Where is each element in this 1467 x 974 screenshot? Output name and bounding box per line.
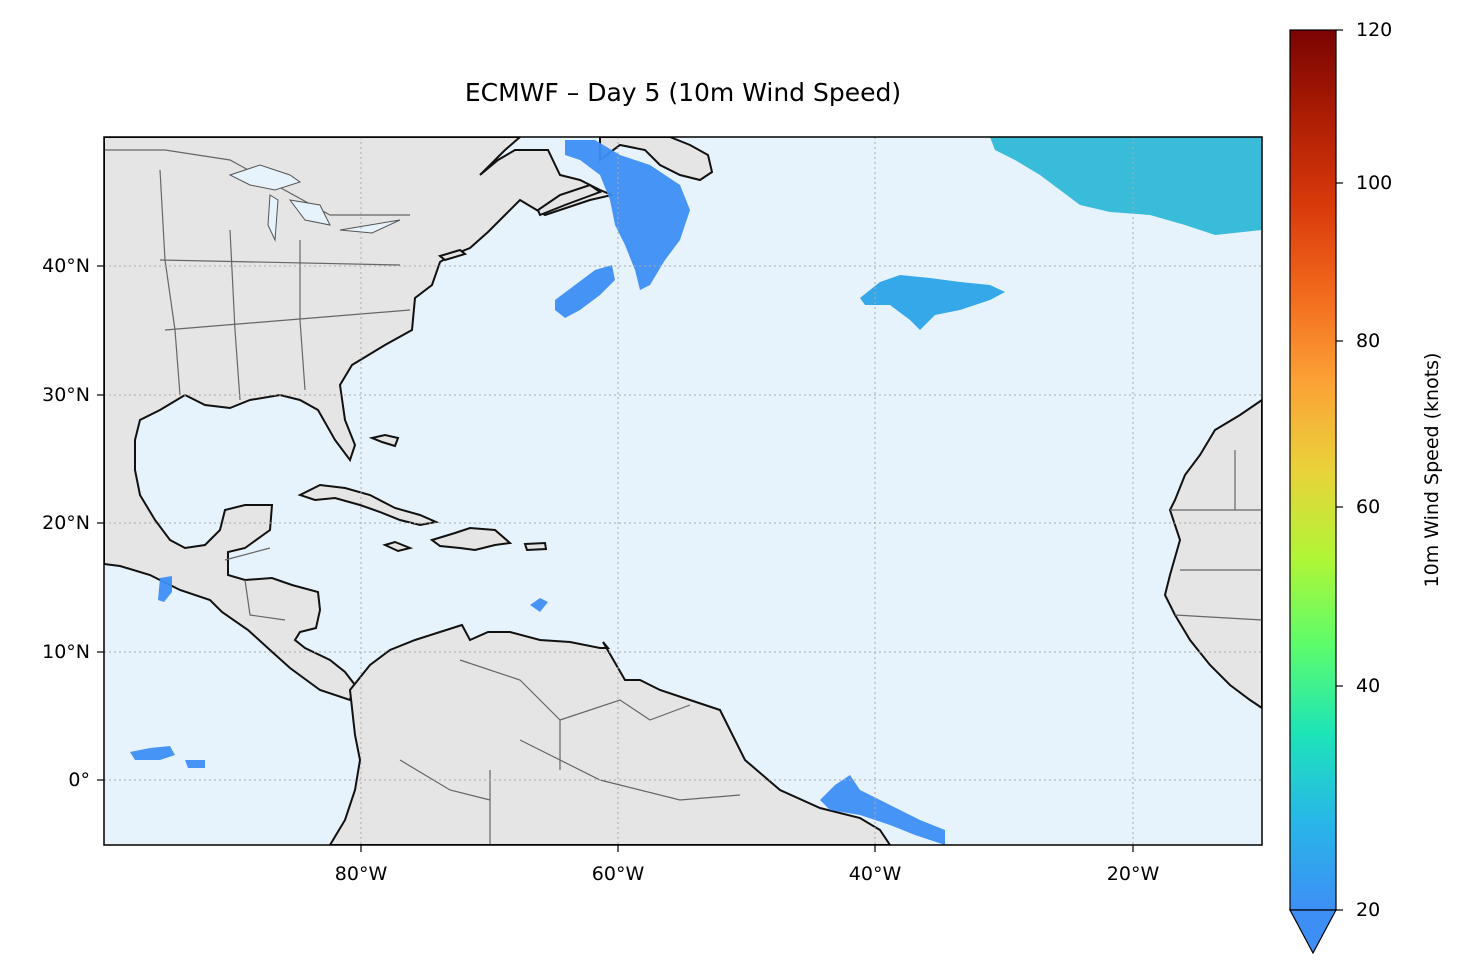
land-puerto-rico bbox=[523, 541, 548, 552]
colorbar bbox=[1289, 29, 1337, 911]
gridlines bbox=[104, 137, 1262, 845]
chart-title: ECMWF – Day 5 (10m Wind Speed) bbox=[464, 78, 902, 107]
land-south-america bbox=[328, 623, 892, 845]
lat-tick-label: 10°N bbox=[42, 641, 90, 663]
colorbar-tick-label: 80 bbox=[1356, 330, 1381, 352]
colorbar-tick-label: 100 bbox=[1356, 172, 1393, 194]
lon-tick-label: 40°W bbox=[848, 863, 902, 885]
wind-region-pacific bbox=[130, 746, 205, 768]
wind-region-honduras bbox=[158, 576, 172, 602]
colorbar-tick-label: 60 bbox=[1356, 496, 1381, 518]
colorbar-label: 10m Wind Speed (knots) bbox=[1421, 352, 1443, 588]
great-lakes bbox=[228, 164, 401, 242]
map-frame bbox=[103, 136, 1263, 846]
wind-region-central bbox=[860, 275, 1005, 330]
lat-tick-label: 20°N bbox=[42, 512, 90, 534]
land-hispaniola bbox=[429, 526, 513, 552]
land-cuba bbox=[297, 483, 440, 527]
colorbar-ticks bbox=[1336, 29, 1343, 911]
wind-field bbox=[130, 137, 1262, 845]
lon-tick-label: 80°W bbox=[334, 863, 388, 885]
land-north-america bbox=[104, 137, 616, 702]
colorbar-tick-label: 20 bbox=[1356, 899, 1381, 921]
axis-ticks bbox=[97, 265, 1134, 852]
wind-region-northeast bbox=[990, 137, 1262, 235]
colorbar-tick-label: 40 bbox=[1356, 675, 1381, 697]
lon-tick-label: 20°W bbox=[1106, 863, 1160, 885]
land-jamaica bbox=[382, 540, 414, 553]
lat-tick-label: 30°N bbox=[42, 384, 90, 406]
wind-region-offshore bbox=[555, 265, 615, 318]
wind-region-grand-banks bbox=[565, 140, 690, 290]
land-long-island bbox=[437, 248, 468, 262]
wind-region-near-windward bbox=[530, 598, 548, 612]
land-nova-scotia bbox=[536, 183, 603, 217]
land-bahamas bbox=[368, 433, 400, 448]
lat-tick-label: 40°N bbox=[42, 255, 90, 277]
land-africa bbox=[1163, 398, 1262, 710]
colorbar-tick-label: 120 bbox=[1356, 19, 1393, 41]
lon-tick-label: 60°W bbox=[591, 863, 645, 885]
land-newfoundland bbox=[599, 137, 714, 182]
wind-region-brazil bbox=[820, 775, 945, 845]
lat-tick-label: 0° bbox=[68, 769, 90, 791]
colorbar-extend-arrow bbox=[1288, 909, 1338, 955]
